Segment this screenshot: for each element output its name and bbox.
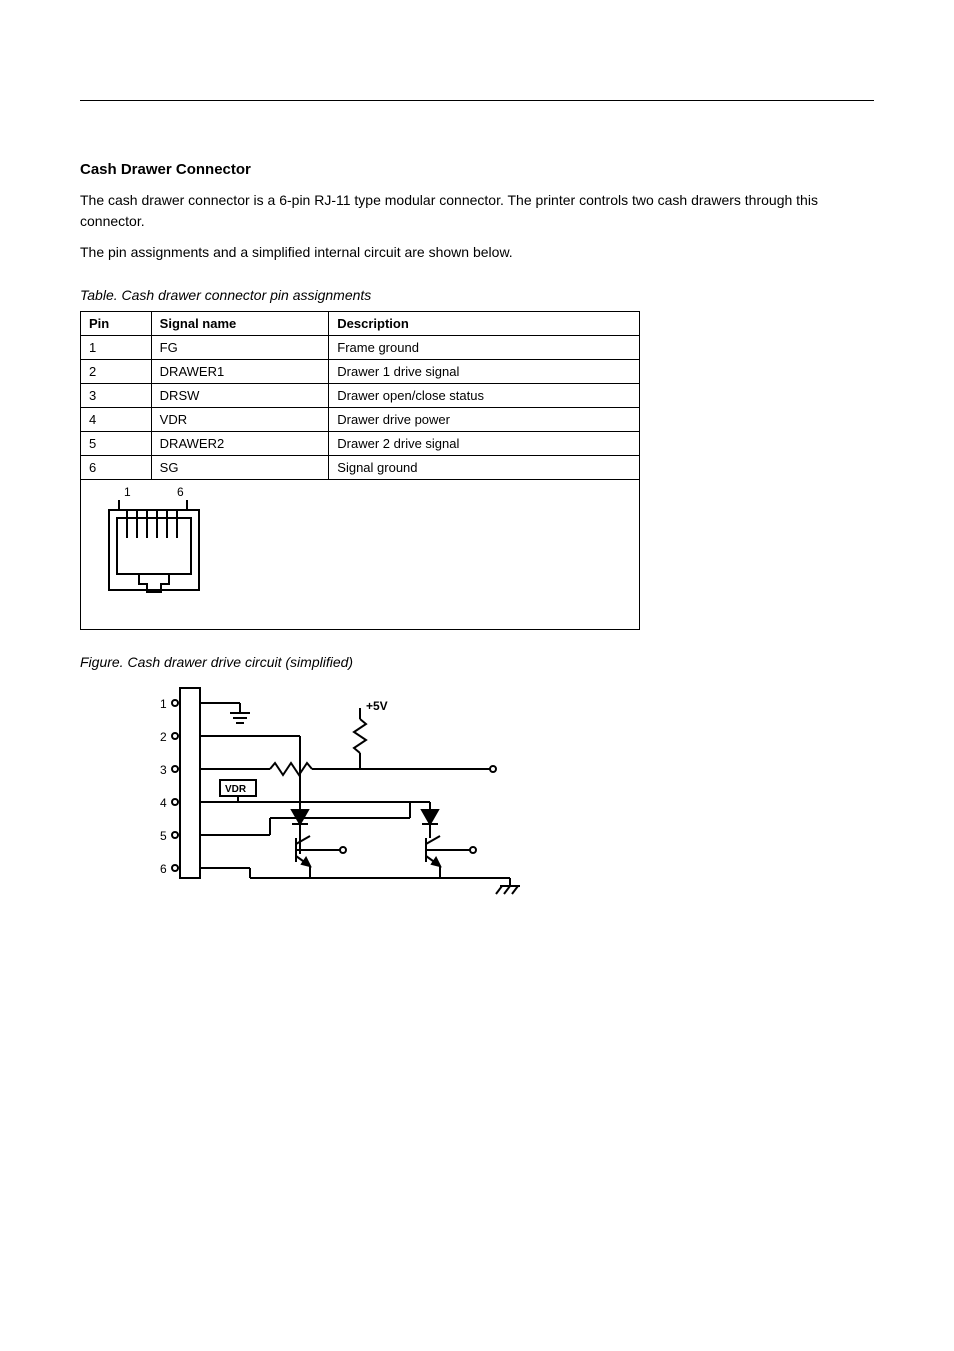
cell: 6 <box>81 456 152 480</box>
cell: DRAWER2 <box>151 432 329 456</box>
p5v-label: +5V <box>366 699 388 713</box>
table-header-row: Pin Signal name Description <box>81 312 640 336</box>
table-row: 2 DRAWER1 Drawer 1 drive signal <box>81 360 640 384</box>
drive-circuit-diagram: 1 2 3 4 5 6 <box>150 678 570 908</box>
vdr-label: VDR <box>225 784 247 795</box>
cell: 1 <box>81 336 152 360</box>
pin-2-label: 2 <box>160 730 167 744</box>
cell: Drawer drive power <box>329 408 640 432</box>
header-rule <box>80 100 874 101</box>
cell: 3 <box>81 384 152 408</box>
pin-label-1: 1 <box>124 485 131 499</box>
table-caption: Table. Cash drawer connector pin assignm… <box>80 287 874 303</box>
table-row: 4 VDR Drawer drive power <box>81 408 640 432</box>
cell: Drawer 1 drive signal <box>329 360 640 384</box>
pin-6-label: 6 <box>160 862 167 876</box>
cell: 4 <box>81 408 152 432</box>
pin-5-label: 5 <box>160 829 167 843</box>
table-row: 3 DRSW Drawer open/close status <box>81 384 640 408</box>
drive-circuit-wrap: 1 2 3 4 5 6 <box>80 678 640 913</box>
paragraph-2: The pin assignments and a simplified int… <box>80 242 874 263</box>
cell: Drawer 2 drive signal <box>329 432 640 456</box>
pin-1-label: 1 <box>160 697 167 711</box>
table-row: 6 SG Signal ground <box>81 456 640 480</box>
cell: 2 <box>81 360 152 384</box>
cell: DRSW <box>151 384 329 408</box>
cell: Drawer open/close status <box>329 384 640 408</box>
pin-3-label: 3 <box>160 763 167 777</box>
table-row: 5 DRAWER2 Drawer 2 drive signal <box>81 432 640 456</box>
figure-caption: Figure. Cash drawer drive circuit (simpl… <box>80 654 874 670</box>
table-row: 1 FG Frame ground <box>81 336 640 360</box>
pin-assignment-table: Pin Signal name Description 1 FG Frame g… <box>80 311 640 630</box>
pin-label-6: 6 <box>177 485 184 499</box>
col-pin: Pin <box>81 312 152 336</box>
cell: DRAWER1 <box>151 360 329 384</box>
connector-row: 1 6 <box>81 480 640 630</box>
cell: 5 <box>81 432 152 456</box>
cell: SG <box>151 456 329 480</box>
col-desc: Description <box>329 312 640 336</box>
paragraph-1: The cash drawer connector is a 6-pin RJ-… <box>80 190 874 232</box>
cell: VDR <box>151 408 329 432</box>
cell: Signal ground <box>329 456 640 480</box>
connector-cell: 1 6 <box>81 480 640 630</box>
rj11-connector-icon: 1 6 <box>89 484 219 604</box>
cell: Frame ground <box>329 336 640 360</box>
section-title: Cash Drawer Connector <box>80 161 874 178</box>
col-signal: Signal name <box>151 312 329 336</box>
pin-4-label: 4 <box>160 796 167 810</box>
cell: FG <box>151 336 329 360</box>
page: Cash Drawer Connector The cash drawer co… <box>0 0 954 1351</box>
